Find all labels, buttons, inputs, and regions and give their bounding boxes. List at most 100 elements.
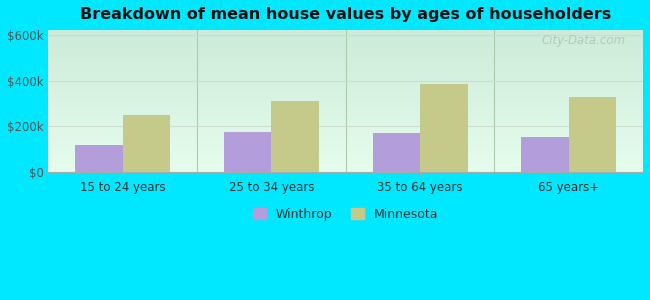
Bar bbox=[49, 112, 643, 113]
Bar bbox=[49, 46, 643, 47]
Bar bbox=[49, 150, 643, 151]
Bar bbox=[49, 91, 643, 92]
Bar bbox=[123, 115, 170, 172]
Bar bbox=[49, 62, 643, 63]
Bar bbox=[49, 159, 643, 160]
Bar bbox=[49, 129, 643, 130]
Bar bbox=[49, 146, 643, 147]
Bar bbox=[49, 148, 643, 149]
Bar bbox=[49, 60, 643, 61]
Bar bbox=[49, 138, 643, 139]
Bar bbox=[49, 101, 643, 102]
Bar bbox=[49, 58, 643, 59]
Bar bbox=[224, 132, 272, 172]
Bar bbox=[49, 49, 643, 50]
Bar bbox=[49, 120, 643, 121]
Bar bbox=[49, 78, 643, 79]
Bar bbox=[49, 164, 643, 165]
Bar bbox=[49, 97, 643, 98]
Bar bbox=[49, 171, 643, 172]
Bar bbox=[49, 52, 643, 53]
Bar bbox=[49, 122, 643, 123]
Bar bbox=[49, 85, 643, 86]
Bar bbox=[49, 77, 643, 78]
Bar bbox=[49, 57, 643, 58]
Bar bbox=[49, 86, 643, 87]
Bar bbox=[49, 168, 643, 169]
Bar bbox=[49, 144, 643, 145]
Bar bbox=[49, 152, 643, 153]
Bar bbox=[49, 107, 643, 108]
Bar bbox=[49, 55, 643, 56]
Bar bbox=[49, 99, 643, 100]
Bar bbox=[49, 32, 643, 33]
Bar bbox=[49, 119, 643, 120]
Bar bbox=[49, 115, 643, 116]
Bar bbox=[49, 156, 643, 157]
Bar bbox=[49, 116, 643, 117]
Bar bbox=[49, 170, 643, 171]
Bar bbox=[49, 117, 643, 118]
Bar bbox=[49, 165, 643, 166]
Bar bbox=[75, 145, 123, 172]
Bar bbox=[49, 135, 643, 136]
Bar bbox=[49, 92, 643, 93]
Bar bbox=[49, 126, 643, 127]
Bar bbox=[49, 160, 643, 161]
Bar bbox=[49, 109, 643, 110]
Bar bbox=[49, 118, 643, 119]
Bar bbox=[49, 42, 643, 43]
Bar bbox=[49, 83, 643, 84]
Bar bbox=[49, 132, 643, 133]
Bar bbox=[49, 134, 643, 135]
Bar bbox=[49, 137, 643, 138]
Bar bbox=[49, 89, 643, 90]
Bar bbox=[49, 98, 643, 99]
Bar bbox=[49, 169, 643, 170]
Bar bbox=[49, 79, 643, 80]
Bar bbox=[49, 33, 643, 34]
Bar bbox=[49, 161, 643, 162]
Bar bbox=[49, 94, 643, 95]
Bar bbox=[49, 143, 643, 144]
Bar bbox=[49, 47, 643, 48]
Bar bbox=[49, 53, 643, 54]
Bar bbox=[49, 87, 643, 88]
Bar bbox=[49, 163, 643, 164]
Bar bbox=[420, 84, 467, 172]
Bar bbox=[49, 73, 643, 74]
Bar bbox=[49, 39, 643, 40]
Bar bbox=[49, 90, 643, 91]
Bar bbox=[49, 30, 643, 31]
Bar bbox=[49, 50, 643, 51]
Bar bbox=[49, 71, 643, 72]
Bar bbox=[49, 65, 643, 66]
Bar bbox=[49, 151, 643, 152]
Bar bbox=[49, 93, 643, 94]
Bar bbox=[49, 84, 643, 85]
Bar bbox=[49, 162, 643, 163]
Bar bbox=[49, 96, 643, 97]
Bar bbox=[49, 63, 643, 64]
Bar bbox=[49, 113, 643, 114]
Bar bbox=[49, 88, 643, 89]
Bar bbox=[49, 124, 643, 125]
Bar bbox=[49, 35, 643, 36]
Bar bbox=[49, 114, 643, 115]
Bar bbox=[49, 125, 643, 126]
Bar bbox=[569, 97, 616, 172]
Bar bbox=[49, 31, 643, 32]
Bar bbox=[49, 69, 643, 70]
Bar bbox=[49, 54, 643, 55]
Legend: Winthrop, Minnesota: Winthrop, Minnesota bbox=[248, 203, 443, 226]
Bar bbox=[49, 41, 643, 42]
Bar bbox=[49, 81, 643, 82]
Bar bbox=[49, 142, 643, 143]
Bar bbox=[49, 103, 643, 104]
Bar bbox=[49, 131, 643, 132]
Bar bbox=[49, 105, 643, 106]
Bar bbox=[521, 137, 569, 172]
Bar bbox=[372, 133, 420, 172]
Bar bbox=[49, 34, 643, 35]
Bar bbox=[49, 110, 643, 111]
